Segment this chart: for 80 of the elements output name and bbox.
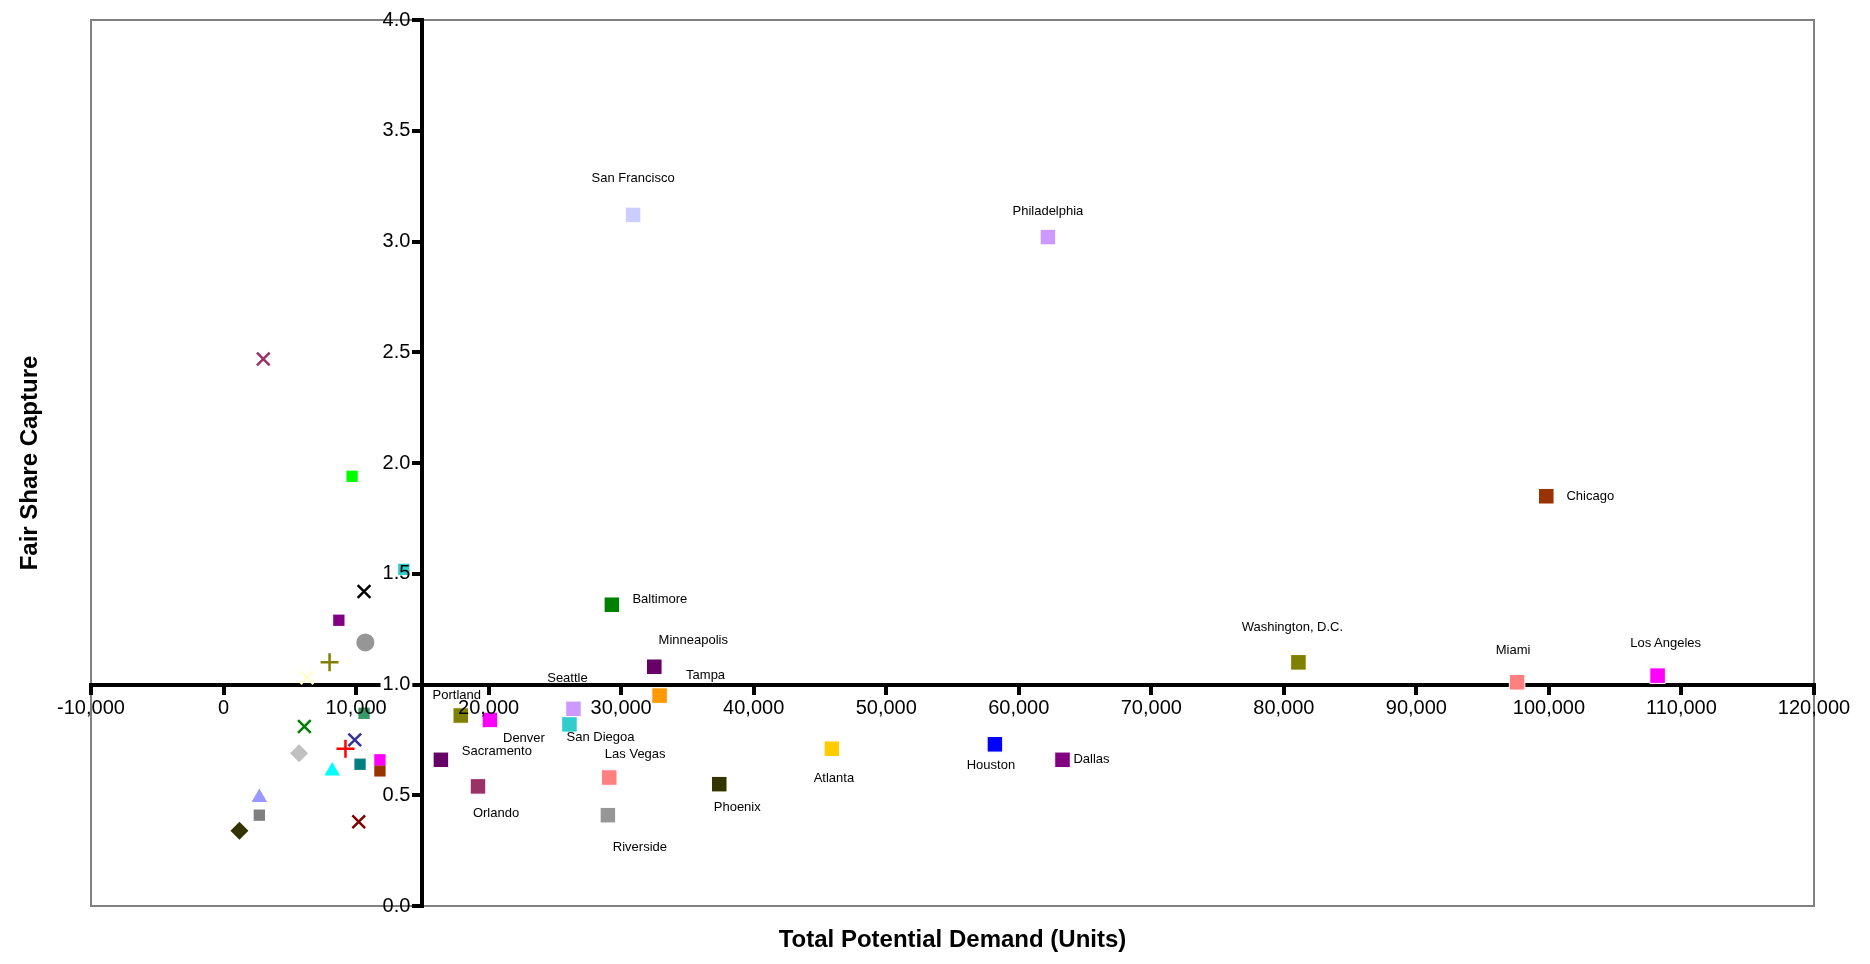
y-tick-label: 3.5	[382, 118, 411, 141]
point	[1508, 674, 1526, 691]
point	[255, 351, 271, 367]
series-label: Atlanta	[813, 770, 855, 786]
point	[299, 670, 315, 686]
point	[347, 732, 363, 748]
series-label: Phoenix	[713, 798, 762, 814]
x-tick-label: 100,000	[1512, 696, 1586, 719]
x-tick-label: 80,000	[1253, 696, 1315, 719]
series-label: Los Angeles	[1630, 635, 1702, 651]
point	[335, 738, 356, 759]
x-tick-label: 30,000	[590, 696, 652, 719]
x-tick-label: 40,000	[723, 696, 785, 719]
y-tick-label: 3.0	[382, 229, 411, 252]
point	[1649, 667, 1666, 684]
point	[651, 687, 668, 704]
point	[374, 754, 386, 766]
point	[296, 718, 312, 735]
x-tick-label: 50,000	[855, 696, 917, 719]
point	[432, 751, 450, 769]
x-tick-label: 0	[217, 696, 230, 719]
point	[356, 633, 375, 652]
series-label: Houston	[966, 756, 1016, 772]
point	[469, 778, 487, 795]
series-label: Philadelphia	[1012, 202, 1085, 218]
series-label: Las Vegas	[604, 746, 667, 762]
series-label: San Diegoa	[566, 728, 636, 744]
text: San Francisco	[591, 170, 675, 186]
x-axis-title: Total Potential Demand (Units)	[778, 924, 1127, 952]
series-label: Tampa	[686, 667, 726, 683]
series-label: Orlando	[472, 804, 520, 820]
x-tick-label: 60,000	[988, 696, 1050, 719]
series-label: Chicago	[1566, 487, 1615, 503]
point	[561, 716, 578, 733]
y-tick-label: 0.0	[382, 893, 411, 916]
point	[599, 806, 617, 824]
point	[1039, 228, 1057, 246]
series-label: Miami	[1495, 641, 1531, 657]
x-tick-label: 110,000	[1646, 696, 1717, 719]
point	[319, 652, 340, 673]
point	[356, 583, 372, 600]
y-axis-title: Fair Share Capture	[14, 355, 42, 571]
point	[346, 470, 358, 482]
x-tick-label: 70,000	[1120, 696, 1182, 719]
point	[565, 700, 582, 718]
series-label: Seattle	[547, 670, 588, 686]
x-tick-label: -10,000	[57, 696, 125, 719]
series-label: Denver	[502, 729, 546, 745]
point	[1537, 487, 1555, 505]
y-tick-label: 2.0	[382, 450, 411, 473]
y-tick-label: 1.5	[382, 561, 411, 584]
point	[351, 814, 367, 830]
series-label: Riverside	[612, 838, 667, 854]
x-tick-label: 10,000	[325, 696, 387, 719]
point	[354, 758, 366, 770]
point	[624, 206, 642, 224]
y-tick-label: 0.5	[382, 782, 411, 805]
point	[823, 740, 841, 758]
point	[333, 614, 345, 626]
point	[986, 736, 1004, 753]
point	[600, 769, 618, 786]
series-label: Dallas	[1073, 751, 1111, 767]
y-tick-label: 4.0	[382, 7, 411, 30]
point	[710, 775, 728, 793]
series-label: Baltimore	[632, 591, 688, 607]
y-tick-label: 1.0	[382, 672, 411, 695]
series-label: Minneapolis	[658, 632, 729, 648]
point	[1290, 654, 1307, 671]
point	[374, 765, 386, 777]
y-tick-label: 2.5	[382, 339, 411, 362]
point	[253, 809, 265, 821]
point	[290, 744, 309, 763]
x-tick-label: 120,000	[1777, 696, 1851, 719]
point	[230, 821, 249, 840]
point	[1054, 751, 1071, 769]
point	[646, 658, 663, 676]
point	[603, 596, 621, 614]
text: Washington, D.C.	[1241, 618, 1344, 634]
x-tick-label: 90,000	[1385, 696, 1447, 719]
series-label: Sacramento	[461, 743, 532, 759]
